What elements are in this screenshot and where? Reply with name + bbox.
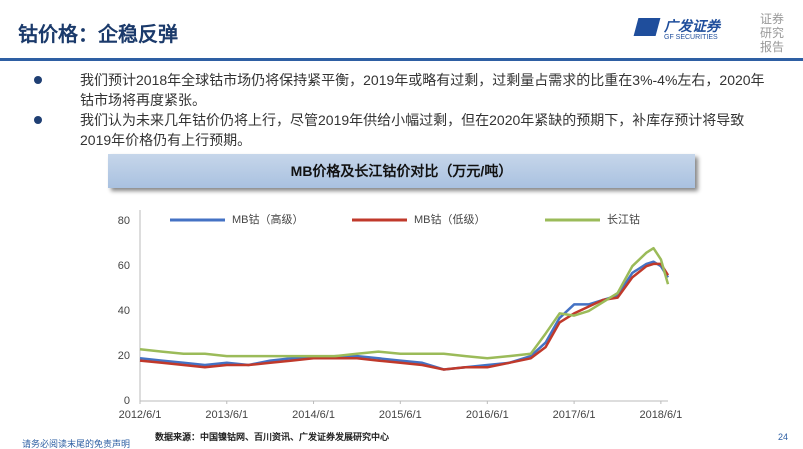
- x-tick-label: 2012/6/1: [119, 409, 162, 421]
- series-line: [139, 246, 670, 360]
- logo-subtext: GF SECURITIES: [664, 34, 718, 41]
- y-tick-label: 60: [118, 260, 130, 272]
- legend-label: MB钴（高级）: [232, 212, 304, 226]
- bullet-dot: [34, 76, 42, 84]
- x-tick-label: 2016/6/1: [466, 409, 509, 421]
- page-number: 24: [778, 432, 789, 442]
- bullet-text: 我们预计2018年全球钴市场仍将保持紧平衡，2019年或略有过剩，过剩量占需求的…: [80, 72, 765, 108]
- source-note: 数据来源：中国镍钴网、百川资讯、广发证券发展研究中心: [155, 432, 390, 442]
- slide-title: 钴价格：企稳反弹: [18, 24, 178, 46]
- series-line: [139, 262, 670, 371]
- x-tick-label: 2013/6/1: [205, 409, 248, 421]
- disclaimer: 请务必阅读末尾的免责声明: [22, 439, 131, 449]
- y-tick-label: 0: [124, 395, 130, 407]
- x-tick-label: 2015/6/1: [379, 409, 422, 421]
- report-tag-line: 研究: [760, 26, 785, 40]
- report-tag-line: 证券: [760, 12, 785, 26]
- header-rule: [0, 58, 803, 61]
- logo-text: 广发证券: [664, 18, 720, 34]
- y-tick-label: 80: [118, 215, 130, 227]
- bullet-text: 我们认为未来几年钴价仍将上行，尽管2019年供给小幅过剩，但在2020年紧缺的预…: [80, 112, 745, 148]
- report-tag-line: 报告: [760, 40, 785, 54]
- report-tag: 证券 研究 报告: [760, 12, 784, 54]
- chart-title: MB价格及长江钴价对比（万元/吨）: [108, 154, 695, 188]
- x-tick-label: 2014/6/1: [292, 409, 335, 421]
- bullet-dot: [34, 116, 42, 124]
- x-tick-label: 2017/6/1: [553, 409, 596, 421]
- legend-label: MB钴（低级）: [414, 212, 486, 226]
- y-tick-label: 20: [118, 350, 130, 362]
- legend-label: 长江钴: [607, 212, 640, 226]
- y-tick-label: 40: [118, 305, 130, 317]
- x-tick-label: 2018/6/1: [639, 409, 682, 421]
